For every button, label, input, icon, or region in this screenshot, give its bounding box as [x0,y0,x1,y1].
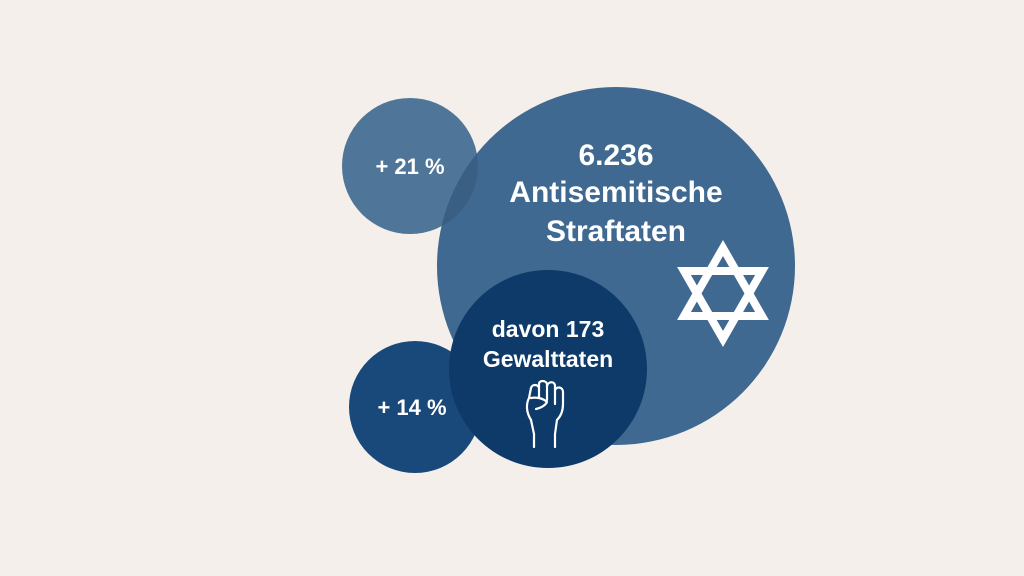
increase-violence-label: + 14 % [377,395,447,420]
raised-fist-icon [525,379,565,449]
violence-label-line1: davon 173 [491,316,605,342]
increase-violence-circle [349,341,481,473]
main-label-line1: Antisemitische [509,176,723,209]
main-count: 6.236 [578,139,654,172]
violence-circle [449,270,647,468]
increase-total-label: + 21 % [375,154,445,179]
violence-label-line2: Gewalttaten [482,346,614,372]
star-of-david-icon [677,239,769,348]
main-label-line2: Straftaten [545,215,687,248]
increase-total-circle [342,98,478,234]
